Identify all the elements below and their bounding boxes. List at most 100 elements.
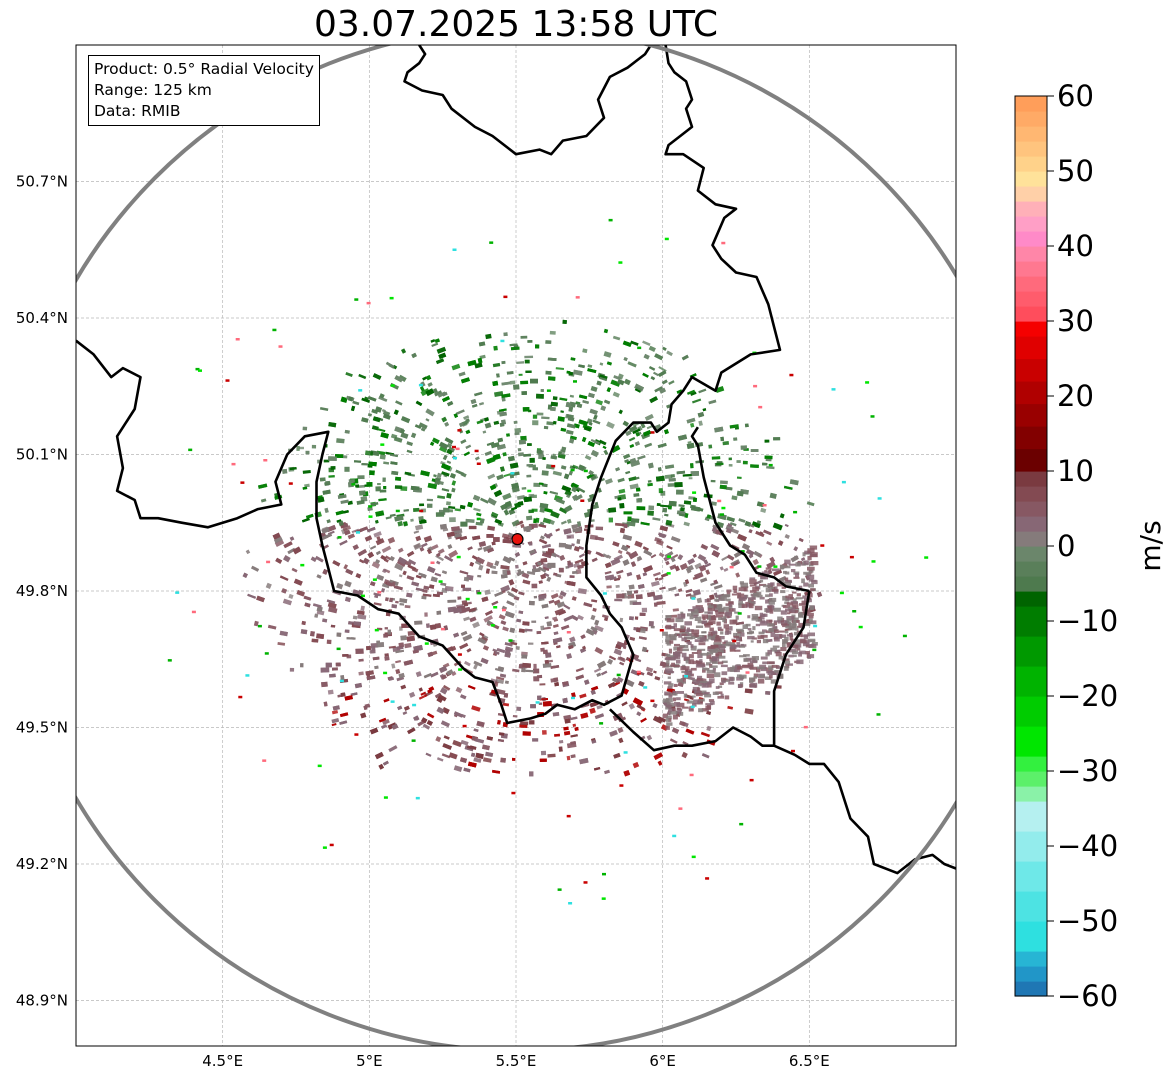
echo-pixel xyxy=(689,463,694,469)
echo-pixel xyxy=(725,486,733,491)
echo-pixel xyxy=(773,621,777,626)
colorbar-segment xyxy=(1015,531,1047,547)
echo-pixel xyxy=(692,606,701,609)
echo-pixel xyxy=(678,807,683,810)
echo-pixel xyxy=(301,620,306,626)
echo-pixel xyxy=(679,711,684,716)
echo-pixel xyxy=(705,703,713,706)
echo-pixel xyxy=(690,471,700,477)
echo-pixel xyxy=(602,872,606,876)
echo-pixel xyxy=(585,628,595,636)
echo-pixel xyxy=(478,564,484,571)
echo-pixel xyxy=(374,665,379,670)
echo-pixel xyxy=(374,593,379,599)
echo-pixel xyxy=(691,609,699,614)
echo-pixel xyxy=(539,758,547,762)
echo-pixel xyxy=(538,702,543,705)
echo-pixel xyxy=(784,660,791,665)
echo-pixel xyxy=(762,613,768,617)
echo-pixel xyxy=(550,401,558,407)
echo-pixel xyxy=(803,725,808,729)
echo-pixel xyxy=(570,754,576,759)
echo-pixel xyxy=(455,686,463,694)
echo-pixel xyxy=(412,649,419,654)
echo-pixel xyxy=(552,420,557,425)
echo-pixel xyxy=(715,652,722,657)
echo-pixel xyxy=(606,387,611,393)
echo-pixel xyxy=(590,614,596,621)
echo-pixel xyxy=(510,346,520,351)
echo-pixel xyxy=(451,526,460,532)
echo-pixel xyxy=(545,370,552,375)
echo-pixel xyxy=(481,596,489,603)
echo-pixel xyxy=(383,698,390,703)
echo-pixel xyxy=(626,460,632,465)
echo-pixel xyxy=(674,593,680,597)
echo-pixel xyxy=(628,550,639,560)
echo-pixel xyxy=(597,660,607,669)
echo-pixel xyxy=(787,634,794,637)
echo-pixel xyxy=(361,397,370,403)
echo-pixel xyxy=(440,523,447,530)
echo-pixel xyxy=(358,658,364,662)
echo-pixel xyxy=(763,529,772,536)
echo-pixel xyxy=(759,579,764,583)
echo-pixel xyxy=(459,757,468,763)
echo-pixel xyxy=(291,567,298,573)
echo-pixel xyxy=(769,609,774,614)
echo-pixel xyxy=(691,652,698,654)
echo-pixel xyxy=(795,627,799,631)
echo-pixel xyxy=(451,363,461,371)
echo-pixel xyxy=(332,667,338,671)
echo-pixel xyxy=(382,568,387,574)
echo-pixel xyxy=(559,397,568,401)
echo-pixel xyxy=(764,439,770,443)
echo-pixel xyxy=(563,615,573,622)
echo-pixel xyxy=(547,562,556,568)
echo-pixel xyxy=(726,589,732,593)
echo-pixel xyxy=(552,637,563,644)
echo-pixel xyxy=(540,750,547,756)
echo-pixel xyxy=(759,583,767,586)
echo-pixel xyxy=(335,510,344,516)
echo-pixel xyxy=(784,621,792,626)
echo-pixel xyxy=(425,418,430,422)
echo-pixel xyxy=(532,467,538,471)
echo-pixel xyxy=(770,670,779,675)
echo-pixel xyxy=(744,423,749,428)
echo-pixel xyxy=(282,555,291,563)
echo-pixel xyxy=(697,507,704,512)
echo-pixel xyxy=(638,636,647,641)
echo-pixel xyxy=(666,641,672,646)
echo-pixel xyxy=(430,544,439,551)
echo-pixel xyxy=(698,708,704,713)
echo-pixel xyxy=(552,396,558,401)
echo-pixel xyxy=(541,544,551,549)
echo-pixel xyxy=(571,696,575,700)
echo-pixel xyxy=(423,672,432,679)
echo-pixel xyxy=(334,454,344,458)
echo-pixel xyxy=(592,419,601,425)
echo-pixel xyxy=(558,746,563,752)
echo-pixel xyxy=(672,608,679,612)
echo-pixel xyxy=(411,581,420,587)
echo-pixel xyxy=(719,566,724,571)
echo-pixel xyxy=(496,373,500,378)
echo-pixel xyxy=(765,587,771,593)
echo-pixel xyxy=(740,644,747,647)
echo-pixel xyxy=(496,474,504,481)
echo-pixel xyxy=(762,584,771,588)
echo-pixel xyxy=(591,739,597,744)
echo-pixel xyxy=(368,505,373,508)
echo-pixel xyxy=(411,739,416,742)
colorbar-segment xyxy=(1015,726,1047,757)
echo-pixel xyxy=(772,522,783,531)
border-luxembourg-east-germany xyxy=(690,426,810,593)
echo-pixel xyxy=(764,570,768,573)
echo-pixel xyxy=(756,639,761,644)
echo-pixel xyxy=(552,616,558,621)
echo-pixel xyxy=(477,357,483,364)
echo-pixel xyxy=(602,553,609,559)
echo-pixel xyxy=(723,678,728,681)
echo-pixel xyxy=(791,607,796,613)
